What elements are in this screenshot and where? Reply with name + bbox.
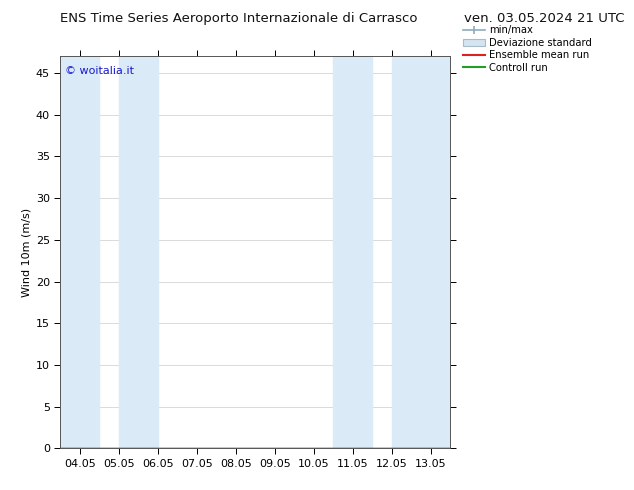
Bar bbox=[392, 56, 450, 448]
Bar bbox=[119, 56, 158, 448]
Legend: min/max, Deviazione standard, Ensemble mean run, Controll run: min/max, Deviazione standard, Ensemble m… bbox=[460, 22, 595, 75]
Text: ENS Time Series Aeroporto Internazionale di Carrasco: ENS Time Series Aeroporto Internazionale… bbox=[60, 12, 418, 25]
Bar bbox=[333, 56, 372, 448]
Y-axis label: Wind 10m (m/s): Wind 10m (m/s) bbox=[22, 208, 32, 297]
Text: © woitalia.it: © woitalia.it bbox=[65, 66, 134, 76]
Text: ven. 03.05.2024 21 UTC: ven. 03.05.2024 21 UTC bbox=[464, 12, 624, 25]
Bar bbox=[60, 56, 99, 448]
